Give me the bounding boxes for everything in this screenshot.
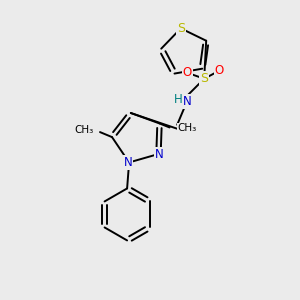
Text: N: N bbox=[124, 156, 133, 169]
Text: N: N bbox=[183, 95, 192, 108]
Text: S: S bbox=[177, 22, 185, 35]
Text: O: O bbox=[183, 66, 192, 79]
Text: H: H bbox=[174, 93, 183, 106]
Text: N: N bbox=[155, 148, 164, 160]
Text: S: S bbox=[200, 72, 208, 85]
Text: CH₃: CH₃ bbox=[178, 124, 197, 134]
Text: CH₃: CH₃ bbox=[75, 125, 94, 135]
Text: O: O bbox=[214, 64, 224, 77]
